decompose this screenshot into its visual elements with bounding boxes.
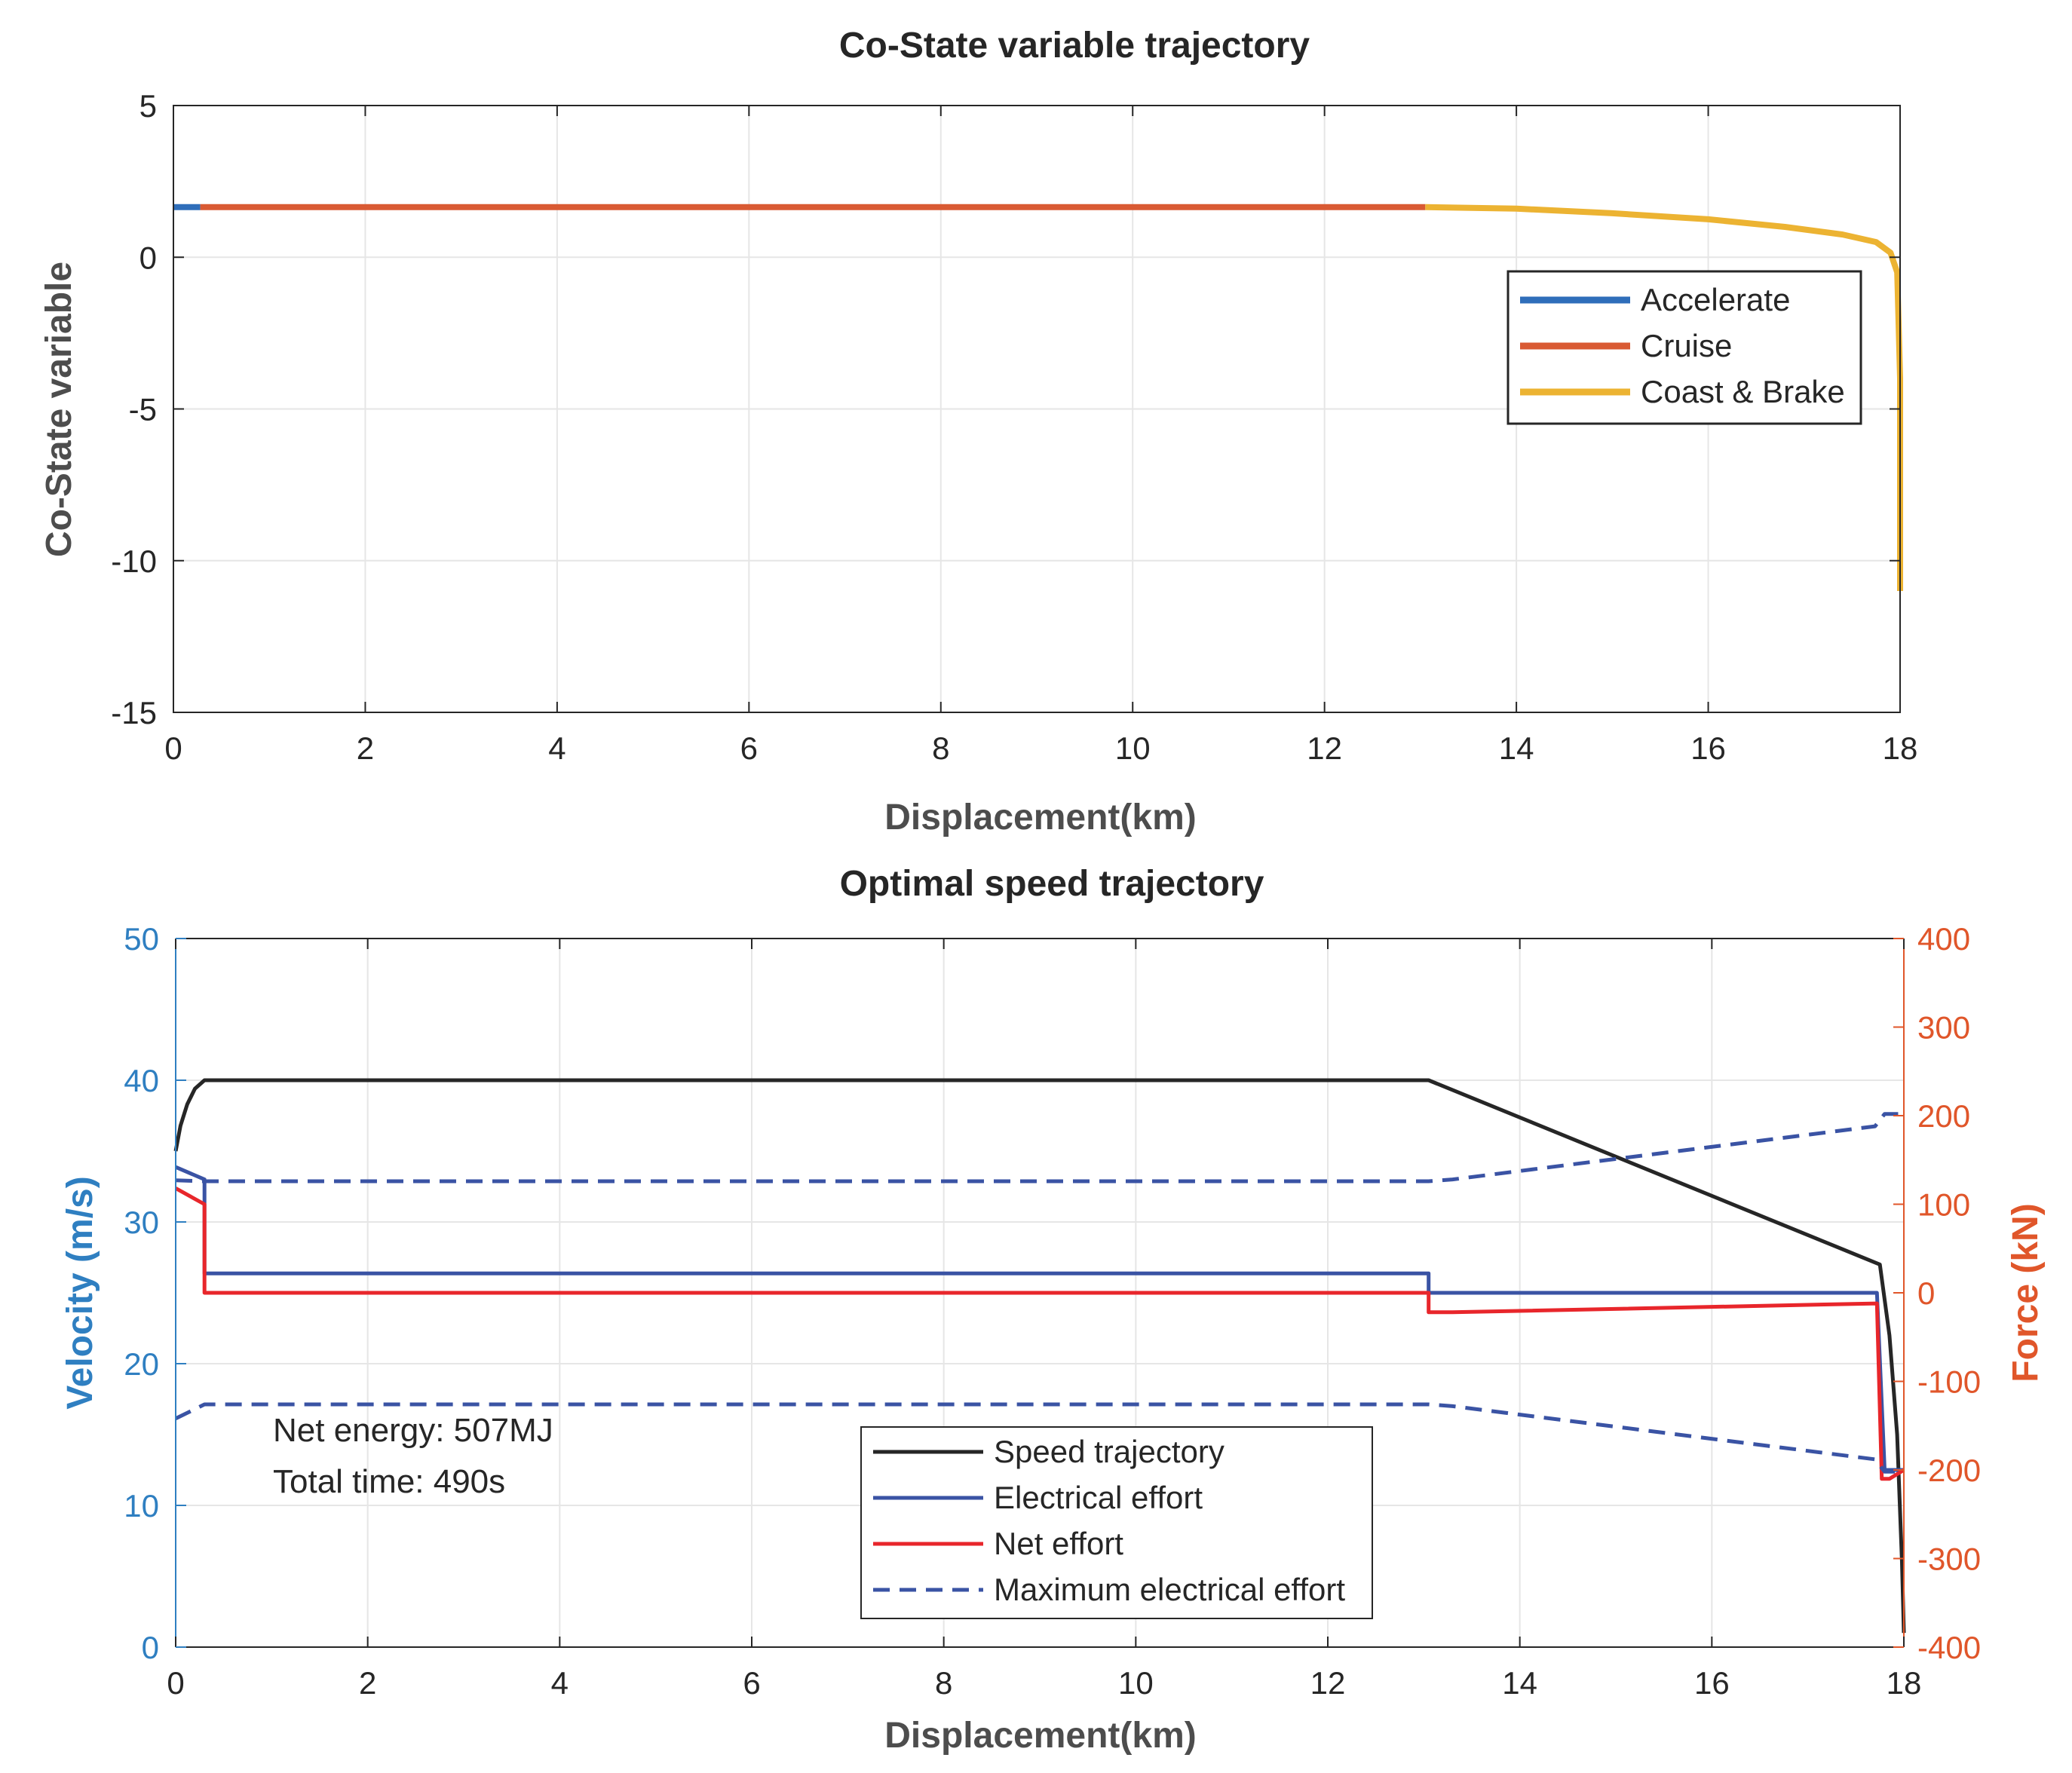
- right-y-tick-label: -200: [1917, 1453, 1981, 1488]
- legend-label-cruise: Cruise: [1641, 328, 1732, 363]
- speed-y-axis-label-left: Velocity (m/s): [60, 1176, 100, 1409]
- series-line-coast-brake: [1425, 204, 1903, 591]
- right-y-tick-label: -400: [1917, 1630, 1981, 1665]
- x-tick-label: 4: [551, 1665, 569, 1701]
- legend-label-speed-trajectory: Speed trajectory: [994, 1434, 1225, 1469]
- x-tick-label: 16: [1690, 730, 1726, 766]
- costate-x-axis-label: Displacement(km): [884, 798, 1196, 838]
- costate-series-lines: [173, 204, 1903, 591]
- speed-chart: Optimal speed trajectory 0 2 4 6 8 10 12 14 16 18…: [60, 864, 2046, 1756]
- costate-chart: Co-State variable trajectory 0 2 4 6 8 10 12 14…: [39, 26, 1917, 838]
- right-y-tick-label: -100: [1917, 1364, 1981, 1400]
- right-y-tick-label: 100: [1917, 1187, 1970, 1223]
- x-tick-label: 8: [932, 730, 949, 766]
- y-tick-label: 20: [124, 1346, 159, 1382]
- x-tick-label: 16: [1694, 1665, 1730, 1701]
- series-line-speed-trajectory: [173, 1078, 1906, 1634]
- y-tick-label: -15: [111, 695, 157, 730]
- series-line-maximum-electrical-effort: [175, 1112, 1904, 1184]
- y-tick-label: -10: [111, 544, 157, 579]
- x-tick-label: 12: [1307, 730, 1342, 766]
- right-y-tick-label: 0: [1917, 1275, 1935, 1311]
- series-line-maximum-electrical-effort-negative: [174, 1402, 1904, 1474]
- costate-y-axis-label: Co-State variable: [39, 262, 79, 557]
- x-tick-label: 6: [743, 1665, 760, 1701]
- costate-chart-title: Co-State variable trajectory: [839, 26, 1310, 66]
- costate-x-ticks: 0 2 4 6 8 10 12 14 16 18: [164, 106, 1917, 766]
- legend-label-maximum-electrical-effort: Maximum electrical effort: [994, 1572, 1345, 1607]
- y-tick-label: 10: [124, 1488, 159, 1523]
- x-tick-label: 2: [357, 730, 374, 766]
- speed-legend: Speed trajectory Electrical effort Net eff…: [860, 1426, 1373, 1619]
- speed-y-axis-label-right: Force (kN): [2006, 1203, 2046, 1382]
- costate-legend: Accelerate Cruise Coast & Brake: [1506, 270, 1862, 425]
- legend-label-net-effort: Net effort: [994, 1526, 1123, 1561]
- y-tick-label: -5: [129, 392, 157, 427]
- y-tick-label: 5: [139, 88, 157, 124]
- speed-legend-box: [860, 1426, 1373, 1619]
- x-tick-label: 2: [359, 1665, 376, 1701]
- x-tick-label: 0: [167, 1665, 184, 1701]
- y-tick-label: 40: [124, 1063, 159, 1098]
- x-tick-label: 0: [164, 730, 182, 766]
- x-tick-label: 18: [1887, 1665, 1922, 1701]
- x-tick-label: 18: [1883, 730, 1918, 766]
- x-tick-label: 4: [548, 730, 566, 766]
- total-time-annotation: Total time: 490s: [273, 1463, 505, 1500]
- right-y-tick-label: 400: [1917, 921, 1970, 957]
- y-tick-label: 50: [124, 921, 159, 957]
- net-energy-annotation: Net energy: 507MJ: [273, 1412, 553, 1449]
- right-y-tick-label: -300: [1917, 1542, 1981, 1577]
- x-tick-label: 14: [1502, 1665, 1537, 1701]
- series-line-electrical-effort: [175, 1165, 1904, 1472]
- legend-label-coast-brake: Coast & Brake: [1641, 374, 1845, 409]
- x-tick-label: 8: [935, 1665, 952, 1701]
- y-tick-label: 30: [124, 1205, 159, 1240]
- speed-x-axis-label: Displacement(km): [884, 1716, 1196, 1756]
- speed-y-ticks-right: 400 300 200 100 0 -100 -200 -300 -400: [1893, 921, 1981, 1665]
- x-tick-label: 14: [1499, 730, 1534, 766]
- right-y-tick-label: 300: [1917, 1010, 1970, 1046]
- legend-label-electrical-effort: Electrical effort: [994, 1480, 1203, 1515]
- x-tick-label: 6: [740, 730, 758, 766]
- speed-chart-title: Optimal speed trajectory: [840, 864, 1264, 904]
- speed-series-lines: [173, 1078, 1906, 1634]
- x-tick-label: 12: [1310, 1665, 1346, 1701]
- speed-x-ticks: 0 2 4 6 8 10 12 14 16 18: [167, 939, 1921, 1701]
- right-y-tick-label: 200: [1917, 1098, 1970, 1134]
- x-tick-label: 10: [1115, 730, 1151, 766]
- y-tick-label: 0: [142, 1630, 159, 1665]
- costate-y-ticks: 5 0 -5 -10 -15: [111, 88, 1900, 730]
- y-tick-label: 0: [139, 240, 157, 275]
- legend-label-accelerate: Accelerate: [1641, 282, 1790, 317]
- x-tick-label: 10: [1118, 1665, 1154, 1701]
- series-line-net-effort: [174, 1187, 1905, 1481]
- speed-y-ticks-left: 50 40 30 20 10 0: [124, 921, 186, 1665]
